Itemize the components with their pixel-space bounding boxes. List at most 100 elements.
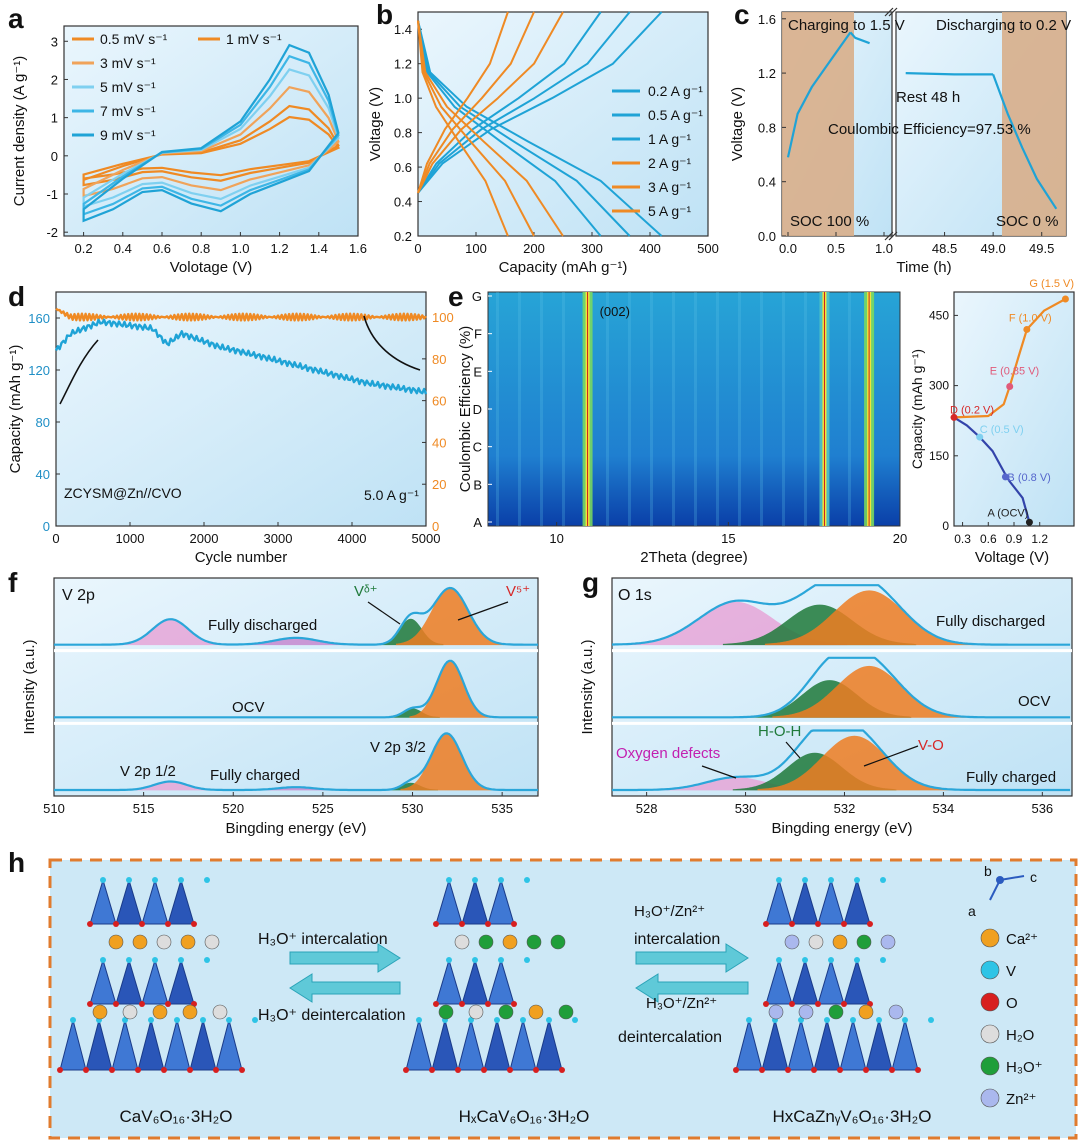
legend-label: 0.5 mV s⁻¹ <box>100 31 168 47</box>
legend-label: 9 mV s⁻¹ <box>100 127 156 143</box>
heatmap-streak <box>716 292 719 526</box>
annotation: Coulombic Efficiency=97.53 % <box>828 121 1031 138</box>
y-tick-label: 160 <box>28 311 50 326</box>
arrow-label: H₃O⁺ deintercalation <box>258 1007 405 1024</box>
oxygen-atom <box>763 1001 769 1007</box>
legend-label: 0.5 A g⁻¹ <box>648 107 703 123</box>
oxygen-atom <box>135 1067 141 1073</box>
x-tick-label: 500 <box>697 241 719 256</box>
vanadium-atom <box>746 1017 752 1023</box>
annotation-arrow <box>367 601 401 625</box>
axis-break-mark <box>884 231 894 241</box>
panel-letter: e <box>448 281 464 312</box>
heatmap-streak <box>518 292 521 526</box>
y2-axis-label: Coulombic Efficiency (%) <box>457 326 474 492</box>
structure-label: CaV₆O₁₆·3H₂O <box>120 1107 233 1126</box>
vanadium-atom <box>498 957 504 963</box>
ion-ball <box>498 1004 514 1020</box>
oxygen-atom <box>481 1067 487 1073</box>
legend-label: Zn²⁺ <box>1006 1091 1036 1108</box>
structure-label: HxCaZnᵧV₆O₁₆·3H₂O <box>772 1107 931 1126</box>
x-tick-label: 0.6 <box>980 532 997 546</box>
y-tick-label: G <box>472 289 482 304</box>
vanadium-atom <box>802 957 808 963</box>
x-tick-label: 1.0 <box>231 241 249 256</box>
vanadium-atom <box>204 877 210 883</box>
y-tick-label: 0.4 <box>758 175 776 190</box>
x-tick-label: 0 <box>52 531 59 546</box>
axis-c <box>999 875 1025 881</box>
vanadium-atom <box>200 1017 206 1023</box>
x-tick-label: 0.5 <box>827 241 845 256</box>
annotation: SOC 0 % <box>996 213 1059 230</box>
oxygen-atom <box>763 921 769 927</box>
vanadium-atom <box>100 957 106 963</box>
heatmap-streak <box>650 292 653 526</box>
charge-curve <box>417 11 663 194</box>
vanadium-atom <box>416 1017 422 1023</box>
vanadium-atom <box>148 1017 154 1023</box>
state-marker <box>950 413 958 421</box>
x-tick-label: 0.9 <box>1006 532 1023 546</box>
legend-label: 1 A g⁻¹ <box>648 131 692 147</box>
vo-polyhedron <box>865 1018 893 1071</box>
y-tick-label: D <box>473 402 482 417</box>
discharge-curve <box>992 74 1058 210</box>
y-tick-label: 0 <box>942 519 949 533</box>
y-axis-label: Voltage (V) <box>729 87 746 161</box>
oxygen-atom <box>485 1001 491 1007</box>
heatmap-streak <box>848 292 851 526</box>
oxygen-atom <box>87 1001 93 1007</box>
vo-polyhedron <box>89 878 117 925</box>
state-marker <box>1023 325 1031 333</box>
ion-ball <box>204 934 220 950</box>
vanadium-atom <box>850 1017 856 1023</box>
vanadium-atom <box>854 877 860 883</box>
oxygen-atom <box>889 1067 895 1073</box>
ion-ball <box>122 1004 138 1020</box>
axis-break-mark <box>884 7 894 17</box>
vanadium-atom <box>152 877 158 883</box>
vanadate-layer <box>763 957 886 1007</box>
x-axis-label: Time (h) <box>896 259 951 276</box>
arrow-label: H₃O⁺/Zn²⁺ <box>634 903 705 920</box>
vo-polyhedron <box>189 1018 217 1071</box>
ion-ball <box>438 1004 454 1020</box>
y2-tick-label: 20 <box>432 477 446 492</box>
vanadium-atom <box>824 1017 830 1023</box>
discharge-curve <box>417 20 535 237</box>
y-tick-label: 0.8 <box>394 126 412 141</box>
oxygen-atom <box>113 921 119 927</box>
x-tick-label: 0 <box>414 241 421 256</box>
ion-ball <box>980 1088 1000 1108</box>
peak-label: (002) <box>600 304 630 319</box>
vo-polyhedron <box>89 958 117 1005</box>
spectrum-title: O 1s <box>618 587 652 604</box>
y-tick-label: 0.8 <box>758 120 776 135</box>
vanadate-layer <box>87 877 210 927</box>
y-tick-label: -1 <box>46 187 58 202</box>
oxygen-atom <box>113 1001 119 1007</box>
oxygen-atom <box>759 1067 765 1073</box>
vo-polyhedron <box>457 1018 485 1071</box>
spectrum-envelope <box>54 659 538 719</box>
rest-curve <box>905 72 994 76</box>
vanadium-atom <box>828 877 834 883</box>
vanadium-atom <box>902 1017 908 1023</box>
heatmap-streak <box>782 292 785 526</box>
oxygen-atom <box>213 1067 219 1073</box>
oxygen-atom <box>841 921 847 927</box>
ion-ball <box>768 1004 784 1020</box>
reverse-arrow <box>635 973 749 1003</box>
vo-polyhedron <box>765 958 793 1005</box>
axis-break-mark <box>888 231 898 241</box>
reverse-arrow <box>289 973 401 1003</box>
forward-arrow <box>635 943 749 973</box>
vo-polyhedron <box>141 878 169 925</box>
ion-ball <box>828 1004 844 1020</box>
oxygen-atom <box>841 1001 847 1007</box>
vanadate-layer <box>57 1017 258 1073</box>
vo-polyhedron <box>813 1018 841 1071</box>
x-tick-label: 530 <box>402 801 424 816</box>
vo-polyhedron <box>115 958 143 1005</box>
